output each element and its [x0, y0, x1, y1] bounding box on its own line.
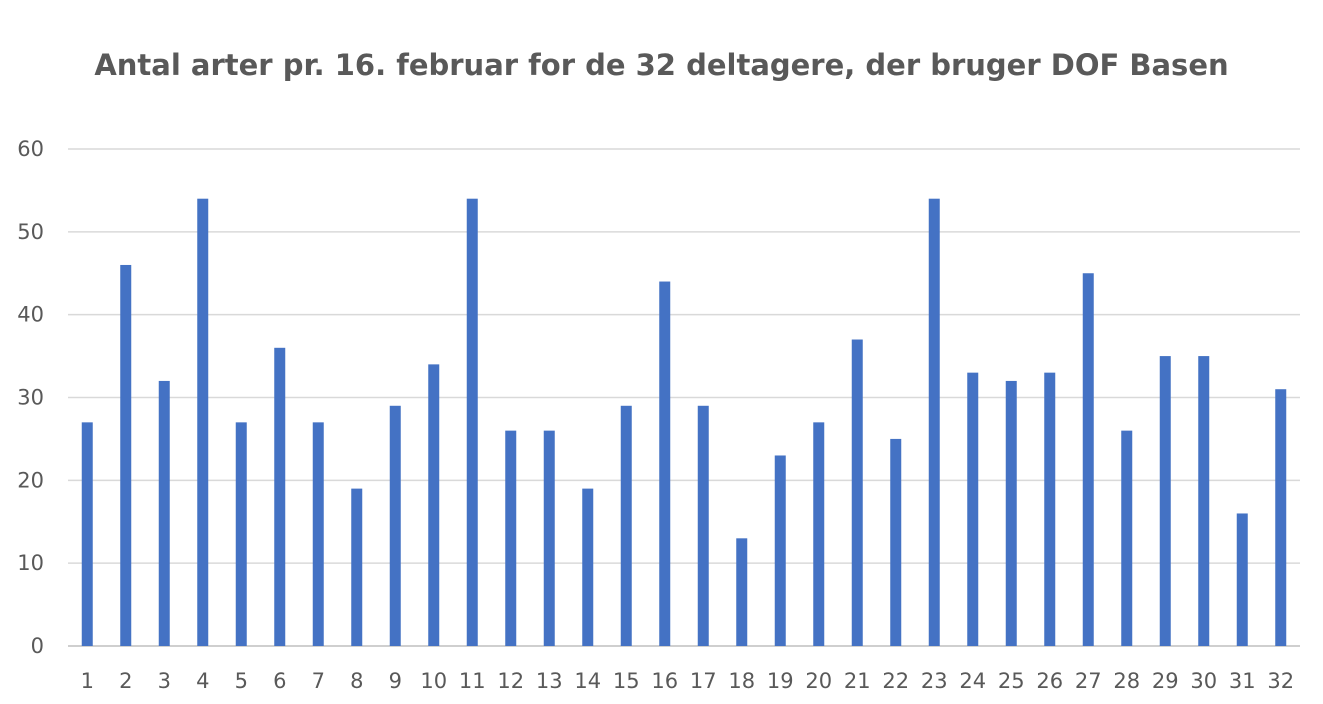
x-tick-label: 5 [235, 669, 248, 693]
x-tick-label: 11 [459, 669, 486, 693]
bar [197, 198, 209, 646]
bar [659, 281, 671, 646]
x-tick-label: 22 [882, 669, 909, 693]
bar [351, 488, 363, 646]
bars [81, 198, 1287, 646]
bar [967, 372, 979, 646]
bar [774, 455, 786, 646]
bar [1275, 389, 1287, 646]
x-tick-label: 31 [1229, 669, 1256, 693]
x-tick-label: 6 [273, 669, 286, 693]
x-tick-label: 26 [1036, 669, 1063, 693]
y-tick-label: 50 [17, 220, 44, 244]
x-tick-label: 18 [728, 669, 755, 693]
x-tick-label: 28 [1113, 669, 1140, 693]
x-tick-label: 29 [1152, 669, 1179, 693]
x-tick-label: 9 [389, 669, 402, 693]
y-tick-label: 30 [17, 386, 44, 410]
bar [158, 380, 170, 646]
y-tick-label: 0 [31, 634, 44, 658]
x-tick-label: 8 [350, 669, 363, 693]
bar [697, 405, 709, 646]
x-tick-label: 13 [536, 669, 563, 693]
bar [890, 438, 902, 646]
y-tick-label: 60 [17, 137, 44, 161]
bar [274, 347, 286, 646]
bar [81, 422, 93, 646]
bar [928, 198, 940, 646]
chart-title: Antal arter pr. 16. februar for de 32 de… [94, 48, 1229, 82]
bar [389, 405, 401, 646]
gridlines [68, 148, 1300, 647]
bar [312, 422, 324, 646]
bar [736, 538, 748, 646]
x-tick-label: 4 [196, 669, 209, 693]
bar [1236, 513, 1248, 646]
bar [120, 264, 132, 646]
x-tick-label: 14 [574, 669, 601, 693]
x-tick-label: 7 [312, 669, 325, 693]
x-tick-label: 25 [998, 669, 1025, 693]
y-tick-label: 20 [17, 468, 44, 492]
bar [1005, 380, 1017, 646]
x-tick-label: 15 [613, 669, 640, 693]
x-tick-label: 20 [805, 669, 832, 693]
x-tick-label: 2 [119, 669, 132, 693]
bar [1044, 372, 1056, 646]
bar [543, 430, 555, 646]
bar [1159, 356, 1171, 646]
x-tick-label: 27 [1075, 669, 1102, 693]
y-axis-ticks: 0 10 20 30 40 50 60 [17, 137, 44, 658]
x-tick-label: 16 [651, 669, 678, 693]
x-tick-label: 19 [767, 669, 794, 693]
x-tick-label: 21 [844, 669, 871, 693]
y-tick-label: 40 [17, 303, 44, 327]
y-tick-label: 10 [17, 551, 44, 575]
x-tick-label: 30 [1190, 669, 1217, 693]
x-tick-label: 32 [1267, 669, 1294, 693]
bar [235, 422, 247, 646]
bar [1082, 273, 1094, 646]
bar [505, 430, 517, 646]
bar [466, 198, 478, 646]
x-tick-label: 3 [158, 669, 171, 693]
x-tick-label: 17 [690, 669, 717, 693]
bar [428, 364, 440, 646]
bar [813, 422, 825, 646]
x-axis-ticks: 1 2 3 4 5 6 7 8 9 10 11 12 13 14 15 16 17 18 19 20 21 22 23 24 2… [81, 669, 1295, 693]
bar [1198, 356, 1210, 646]
x-tick-label: 10 [420, 669, 447, 693]
x-tick-label: 12 [497, 669, 524, 693]
bar [582, 488, 594, 646]
x-tick-label: 1 [81, 669, 94, 693]
bar [1121, 430, 1133, 646]
bar [620, 405, 632, 646]
bar [851, 339, 863, 646]
x-tick-label: 24 [959, 669, 986, 693]
x-tick-label: 23 [921, 669, 948, 693]
